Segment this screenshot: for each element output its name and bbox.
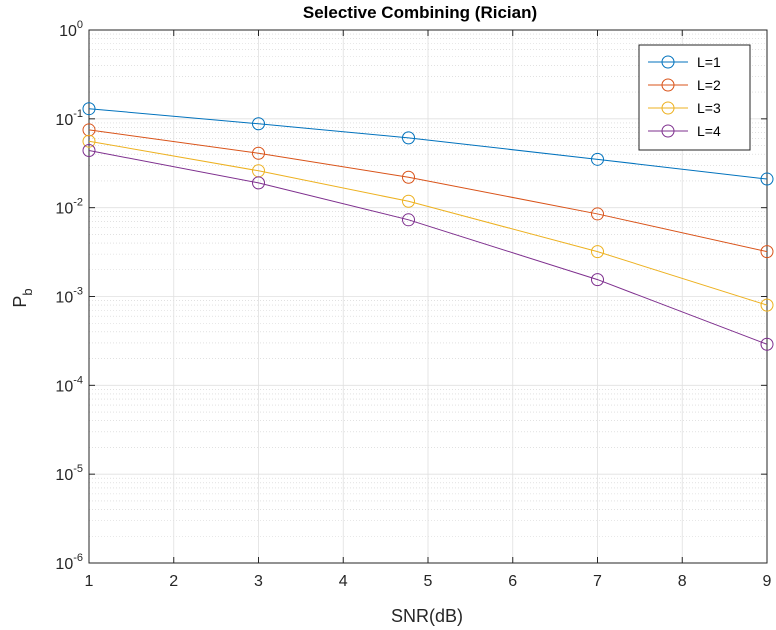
- legend-marker: [661, 124, 675, 138]
- legend-marker: [661, 101, 675, 115]
- series-3-point: [591, 245, 604, 259]
- series-line-4: [88, 150, 768, 345]
- y-axis-label-subscript: b: [20, 288, 35, 295]
- legend-label: L=4: [697, 123, 721, 139]
- y-axis-label: Pb: [10, 288, 35, 307]
- x-axis-label: SNR(dB): [391, 606, 463, 626]
- x-tick-label: 2: [169, 573, 178, 590]
- series-line-3: [88, 140, 768, 306]
- x-tick-label: 9: [763, 573, 772, 590]
- series-4-point: [252, 176, 265, 190]
- y-tick-label-base: 10: [59, 23, 77, 40]
- series-1-point: [760, 172, 774, 186]
- x-tick-label: 1: [85, 573, 94, 590]
- y-tick-label-exponent: -4: [73, 374, 83, 386]
- legend-label: L=1: [697, 54, 721, 70]
- y-tick-label: 10-5: [55, 463, 83, 484]
- series-2-point: [591, 207, 604, 221]
- y-tick-label-exponent: -1: [73, 108, 83, 120]
- y-axis-label-base: P: [10, 296, 30, 308]
- x-tick-label: 3: [254, 573, 263, 590]
- y-tick-label: 100: [59, 19, 83, 40]
- plot-area: 1 2 3 4 5 6 7 8 910-610-510-410-310-210-1100L=1L…: [55, 19, 774, 590]
- y-tick-label-base: 10: [55, 201, 73, 218]
- y-tick-label-base: 10: [55, 556, 73, 573]
- series-1-point: [82, 102, 96, 116]
- x-tick-label: 4: [339, 573, 348, 590]
- y-tick-label-exponent: -3: [73, 286, 83, 298]
- y-tick-label: 10-2: [55, 197, 83, 218]
- series-4-point: [760, 337, 774, 351]
- y-tick-label-exponent: -6: [73, 552, 83, 564]
- series-2-point: [760, 245, 774, 259]
- x-tick-label: 6: [508, 573, 517, 590]
- y-tick-label-base: 10: [55, 378, 73, 395]
- series-line-2: [88, 129, 768, 253]
- series-1-point: [252, 117, 265, 131]
- legend-marker: [661, 78, 675, 92]
- legend-box: [638, 44, 751, 151]
- y-tick-label-base: 10: [55, 112, 73, 129]
- series-4-point: [82, 144, 96, 158]
- y-tick-label-exponent: -5: [73, 463, 83, 475]
- series-3-point: [82, 134, 96, 148]
- y-tick-label: 10-6: [55, 552, 83, 573]
- chart-title: Selective Combining (Rician): [303, 3, 537, 22]
- y-tick-label: 10-3: [55, 286, 83, 307]
- series-4-point: [591, 273, 604, 287]
- y-tick-label-base: 10: [55, 290, 73, 307]
- legend-label: L=2: [697, 77, 721, 93]
- y-tick-label: 10-1: [55, 108, 83, 129]
- y-tick-label-exponent: 0: [77, 19, 83, 31]
- x-tick-label: 7: [593, 573, 602, 590]
- series-4-point: [402, 213, 416, 227]
- x-tick-label: 5: [424, 573, 433, 590]
- series-2-point: [252, 146, 265, 160]
- x-tick-label: 8: [678, 573, 687, 590]
- series-1-point: [402, 131, 416, 145]
- series-2-point: [82, 123, 96, 137]
- series-1-point: [591, 152, 604, 166]
- series-2-point: [402, 170, 416, 184]
- y-tick-label: 10-4: [55, 374, 83, 395]
- series-3-point: [402, 194, 416, 208]
- y-tick-label-base: 10: [55, 467, 73, 484]
- y-tick-label-exponent: -2: [73, 197, 83, 209]
- series-line-1: [88, 108, 768, 180]
- series-3-point: [760, 298, 774, 312]
- legend-marker: [661, 55, 675, 69]
- legend-label: L=3: [697, 100, 721, 116]
